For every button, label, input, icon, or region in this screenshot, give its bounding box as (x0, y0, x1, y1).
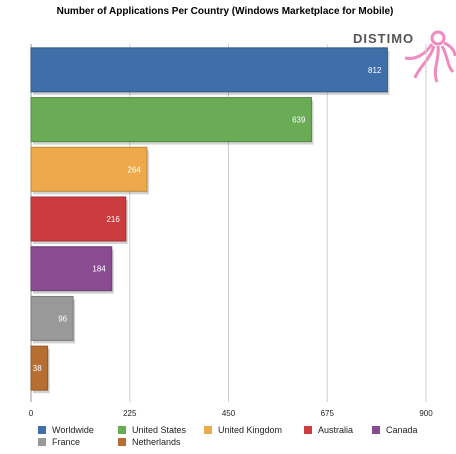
legend-swatch (304, 426, 312, 434)
legend-label: Australia (318, 425, 353, 435)
x-tick-label: 450 (222, 409, 236, 418)
legend: Worldwide United States United Kingdom Aust… (38, 425, 418, 447)
bar-value-label: 639 (292, 116, 306, 125)
bar-france (30, 295, 74, 341)
bar-value-label: 264 (128, 165, 142, 174)
legend-label: Netherlands (132, 437, 181, 447)
legend-swatch (118, 426, 126, 434)
bar-value-label: 184 (92, 265, 106, 274)
legend-swatch (38, 438, 46, 446)
x-axis-ticks: 0 225 450 675 900 (29, 409, 433, 418)
x-tick-label: 675 (321, 409, 335, 418)
octopus-logo-icon (404, 30, 456, 83)
bar-canada (30, 246, 113, 292)
legend-label: United Kingdom (218, 425, 282, 435)
chart-title: Number of Applications Per Country (Wind… (57, 6, 394, 17)
bars: 812 639 264 216 184 96 38 (30, 47, 390, 394)
legend-label: Worldwide (52, 425, 94, 435)
bar-united-states (30, 97, 312, 143)
bar-worldwide (30, 47, 388, 93)
legend-swatch (118, 438, 126, 446)
bar-united-kingdom (30, 146, 148, 192)
legend-swatch (204, 426, 212, 434)
bar-netherlands (30, 345, 49, 391)
x-tick-label: 225 (123, 409, 137, 418)
legend-swatch (372, 426, 380, 434)
distimo-logo: DISTIMO (353, 30, 456, 83)
legend-label: Canada (386, 425, 418, 435)
legend-swatch (38, 426, 46, 434)
bar-value-label: 38 (33, 364, 42, 373)
x-tick-label: 0 (29, 409, 34, 418)
bar-value-label: 96 (58, 314, 67, 323)
bar-australia (30, 196, 127, 242)
legend-label: France (52, 437, 80, 447)
bar-value-label: 812 (368, 66, 382, 75)
distimo-logo-text: DISTIMO (353, 31, 414, 46)
legend-label: United States (132, 425, 187, 435)
bar-value-label: 216 (106, 215, 120, 224)
x-tick-label: 900 (419, 409, 433, 418)
